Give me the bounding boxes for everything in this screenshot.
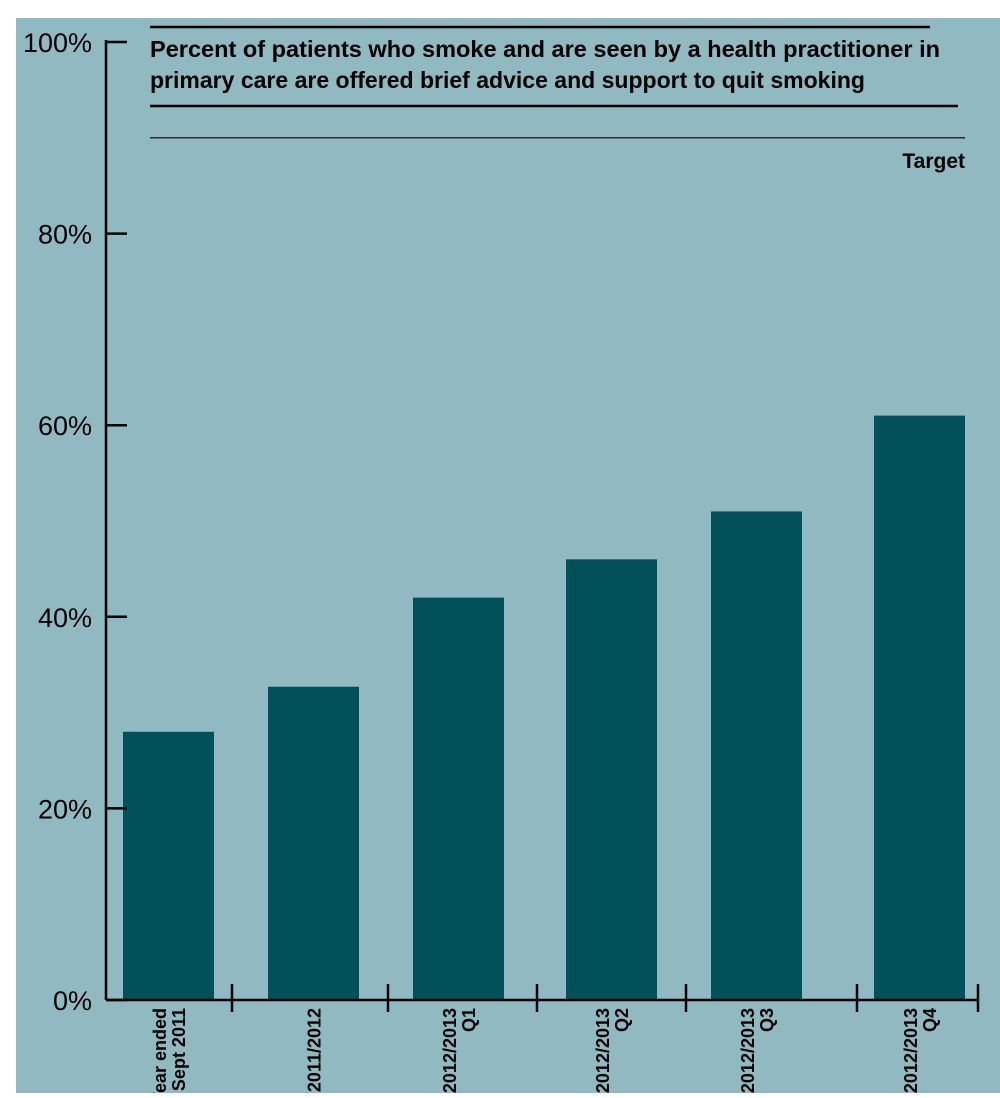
x-tick-label: Q3 <box>757 1008 777 1032</box>
x-tick-label: Year ended <box>150 1008 170 1093</box>
y-labels-layer: 0% 20% 40% 60% 80% 100% <box>23 28 92 1016</box>
y-tick-label: 100% <box>23 28 92 58</box>
bars-layer <box>123 415 965 1000</box>
y-tick-label: 20% <box>38 794 92 824</box>
bar-3 <box>413 597 504 1000</box>
bar-1 <box>123 731 214 1000</box>
y-tick-label: 80% <box>38 220 92 250</box>
x-tick-label: 2012/2013 <box>440 1008 460 1093</box>
x-tick-label: Q2 <box>612 1008 632 1032</box>
bar-6 <box>874 415 965 1000</box>
axes-layer <box>104 40 980 1012</box>
x-tick-label: 2011/2012 <box>305 1008 325 1092</box>
x-tick-label: 2012/2013 <box>738 1008 758 1093</box>
x-labels-layer: Year ended 30 Sept 2011 2011/2012 2012/2013… <box>150 1008 940 1098</box>
bar-4 <box>566 559 657 1000</box>
bar-5 <box>711 511 802 1000</box>
y-tick-label: 60% <box>38 411 92 441</box>
x-tick-label: Q4 <box>920 1008 940 1032</box>
x-tick-label: 30 Sept 2011 <box>169 1008 189 1093</box>
x-tick-label: Q1 <box>459 1008 479 1032</box>
bar-2 <box>268 686 359 1000</box>
y-tick-label: 0% <box>53 986 92 1016</box>
chart-title-line-1: Percent of patients who smoke and are se… <box>150 36 940 62</box>
target-layer: Target <box>150 137 965 173</box>
y-tick-label: 40% <box>38 603 92 633</box>
title-layer: Percent of patients who smoke and are se… <box>150 25 958 108</box>
x-tick-label: 2012/2013 <box>593 1008 613 1093</box>
x-tick-label: 2012/2013 <box>901 1008 921 1093</box>
target-label: Target <box>902 150 965 173</box>
chart-title-line-2: primary care are offered brief advice an… <box>150 67 865 93</box>
